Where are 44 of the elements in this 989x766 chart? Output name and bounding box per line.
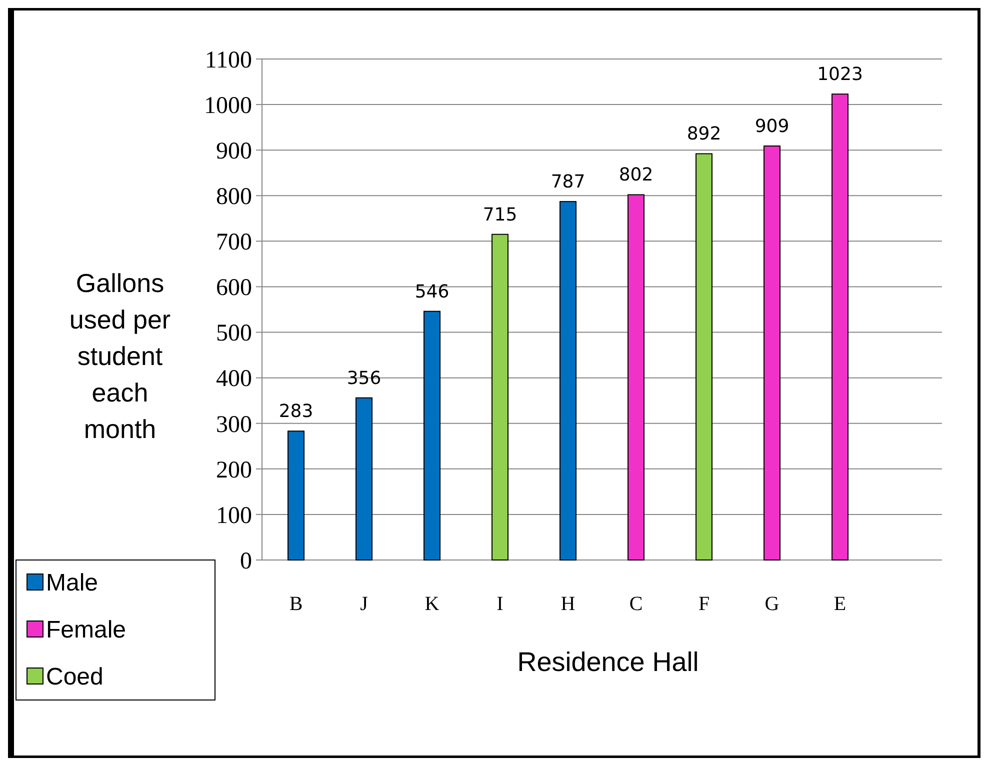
bar [288,430,304,560]
y-tick-label: 1000 [204,92,252,119]
bar [356,397,372,560]
x-tick-label: B [289,593,303,615]
legend-label: Female [46,616,126,644]
y-tick-label: 0 [240,548,252,574]
y-tick-label: 900 [216,138,252,164]
y-tick-label: 200 [216,457,252,484]
bar [832,94,848,560]
data-label: 283 [278,401,314,422]
bar [764,145,780,560]
x-tick-label: K [424,593,440,615]
bar [696,153,712,560]
bar [492,234,508,560]
bar [628,194,644,560]
data-label: 356 [346,368,382,389]
y-tick-label: 1100 [204,47,252,74]
y-tick-label: 300 [216,412,252,438]
y-tick-label: 500 [216,320,252,347]
x-tick-label: J [360,593,368,615]
x-tick-label: C [629,593,643,615]
legend-label: Coed [46,663,104,690]
x-tick-label: F [698,593,710,615]
data-label: 892 [686,124,722,145]
data-label: 909 [754,116,790,137]
data-label: 787 [550,172,586,193]
data-label: 802 [618,164,654,186]
legend-label: Male [46,569,98,596]
y-tick-label: 400 [216,366,252,392]
y-axis-title: Gallons used per student each month [69,268,171,444]
y-tick-label: 100 [216,502,252,529]
x-tick-label: I [496,593,504,615]
x-tick-label: H [560,593,576,615]
y-tick-label: 700 [216,230,252,256]
data-label: 546 [414,281,450,302]
bar [424,310,440,560]
data-label: 715 [482,204,518,226]
y-tick-label: 800 [216,184,252,210]
data-label: 1023 [817,64,863,86]
x-tick-label: G [764,593,780,615]
bar [560,201,576,560]
x-axis-title: Residence Hall [517,647,699,677]
x-tick-label: E [834,593,846,615]
y-tick-label: 600 [216,275,252,302]
